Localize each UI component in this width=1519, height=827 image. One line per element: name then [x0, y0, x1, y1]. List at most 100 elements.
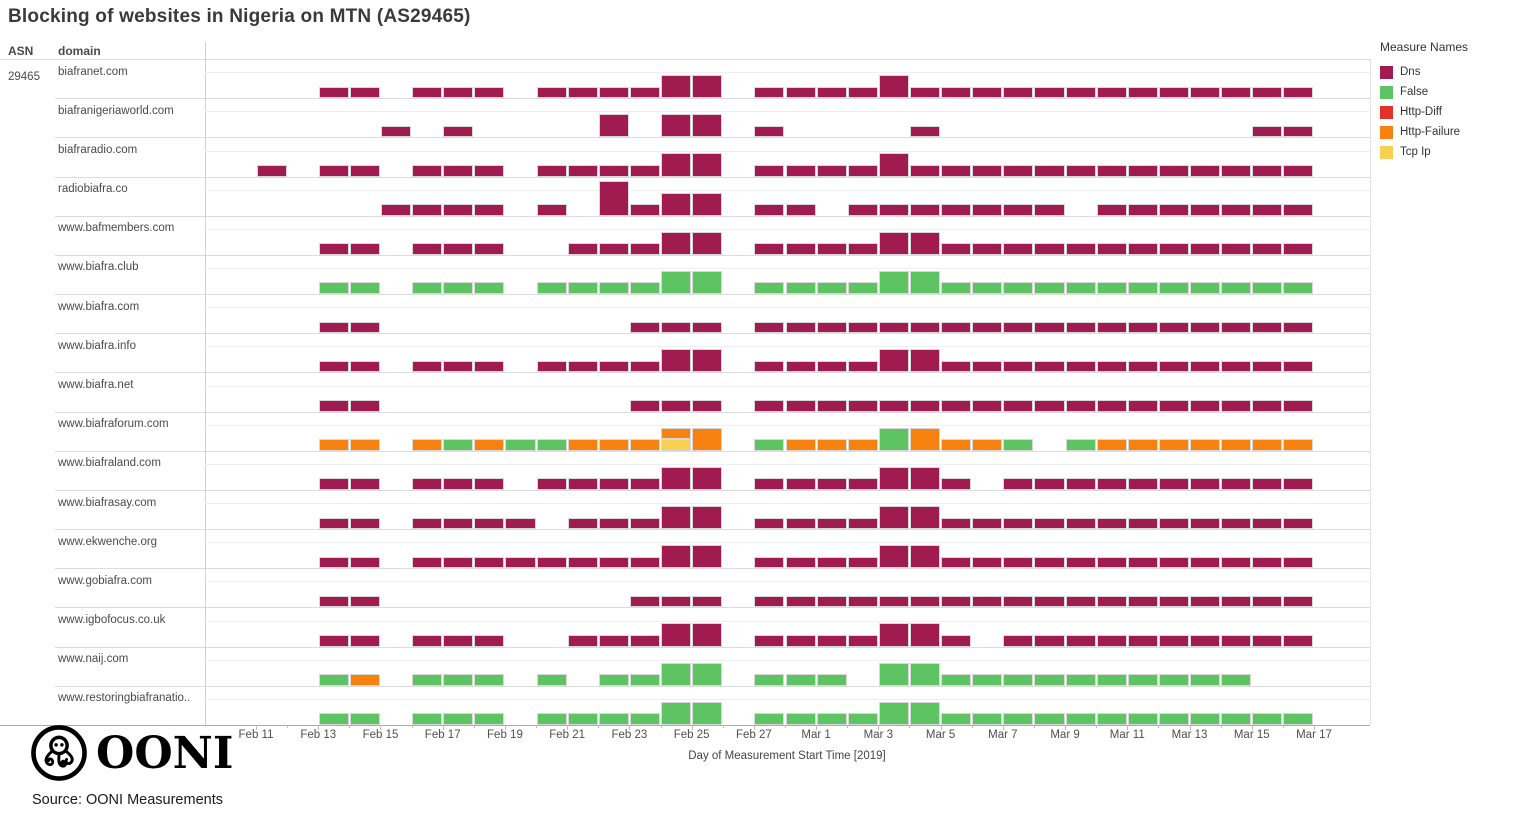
measurement-block[interactable]	[909, 270, 941, 295]
measurement-block[interactable]	[1283, 86, 1314, 99]
measurement-block[interactable]	[318, 635, 349, 647]
measurement-block[interactable]	[847, 204, 878, 216]
measurement-block[interactable]	[847, 321, 878, 334]
measurement-block[interactable]	[598, 517, 629, 530]
measurement-block[interactable]	[318, 86, 349, 99]
measurement-block[interactable]	[1003, 204, 1034, 216]
measurement-block[interactable]	[909, 204, 941, 216]
measurement-block[interactable]	[692, 270, 723, 295]
measurement-block[interactable]	[941, 86, 972, 99]
measurement-block[interactable]	[318, 243, 349, 255]
measurement-block[interactable]	[598, 478, 629, 490]
measurement-block[interactable]	[474, 439, 505, 451]
measurement-block[interactable]	[1065, 595, 1096, 608]
measurement-block[interactable]	[318, 713, 349, 725]
measurement-block[interactable]	[1221, 204, 1252, 216]
measurement-block[interactable]	[1252, 282, 1283, 295]
measurement-block[interactable]	[1034, 556, 1065, 569]
measurement-block[interactable]	[1190, 517, 1221, 530]
measurement-block[interactable]	[816, 556, 847, 569]
measurement-block[interactable]	[1003, 243, 1034, 255]
measurement-block[interactable]	[692, 349, 723, 373]
measurement-block[interactable]	[878, 270, 909, 295]
measurement-block[interactable]	[1096, 439, 1127, 451]
measurement-block[interactable]	[1034, 595, 1065, 608]
measurement-block[interactable]	[909, 164, 941, 177]
measurement-block[interactable]	[941, 243, 972, 255]
measurement-block[interactable]	[598, 180, 629, 216]
measurement-block[interactable]	[598, 164, 629, 177]
measurement-block[interactable]	[754, 243, 785, 255]
measurement-block[interactable]	[909, 427, 941, 451]
measurement-block[interactable]	[909, 466, 941, 490]
measurement-block[interactable]	[692, 231, 723, 255]
measurement-block[interactable]	[1003, 517, 1034, 530]
measurement-block[interactable]	[1003, 164, 1034, 177]
measurement-block[interactable]	[847, 635, 878, 647]
measurement-block[interactable]	[1065, 243, 1096, 255]
measurement-block[interactable]	[1283, 360, 1314, 373]
measurement-block[interactable]	[1034, 243, 1065, 255]
measurement-block[interactable]	[1096, 517, 1127, 530]
measurement-block[interactable]	[1096, 282, 1127, 295]
measurement-block[interactable]	[443, 125, 474, 138]
measurement-block[interactable]	[629, 321, 661, 334]
measurement-block[interactable]	[412, 713, 443, 725]
measurement-block[interactable]	[598, 439, 629, 451]
measurement-block[interactable]	[1190, 674, 1221, 686]
measurement-block[interactable]	[1034, 713, 1065, 725]
measurement-block[interactable]	[1158, 399, 1190, 412]
measurement-block[interactable]	[1003, 360, 1034, 373]
measurement-block[interactable]	[1158, 517, 1190, 530]
measurement-block[interactable]	[785, 556, 816, 569]
measurement-block[interactable]	[1096, 713, 1127, 725]
measurement-block[interactable]	[909, 701, 941, 725]
measurement-block[interactable]	[661, 399, 692, 412]
measurement-block[interactable]	[318, 517, 349, 530]
measurement-block[interactable]	[661, 321, 692, 334]
measurement-block[interactable]	[536, 282, 567, 295]
measurement-block[interactable]	[847, 164, 878, 177]
measurement-block[interactable]	[847, 478, 878, 490]
measurement-block[interactable]	[1221, 360, 1252, 373]
measurement-block[interactable]	[1127, 713, 1158, 725]
measurement-block[interactable]	[816, 86, 847, 99]
measurement-block[interactable]	[1221, 556, 1252, 569]
measurement-block[interactable]	[785, 204, 816, 216]
measurement-block[interactable]	[941, 478, 972, 490]
measurement-block[interactable]	[1034, 321, 1065, 334]
measurement-block[interactable]	[941, 282, 972, 295]
measurement-block[interactable]	[1221, 399, 1252, 412]
measurement-block[interactable]	[1127, 86, 1158, 99]
measurement-block[interactable]	[1283, 204, 1314, 216]
measurement-block[interactable]	[318, 595, 349, 608]
measurement-block[interactable]	[1252, 517, 1283, 530]
measurement-block[interactable]	[816, 360, 847, 373]
measurement-block[interactable]	[816, 243, 847, 255]
measurement-block[interactable]	[1034, 478, 1065, 490]
measurement-block[interactable]	[318, 439, 349, 451]
measurement-block[interactable]	[443, 204, 474, 216]
measurement-block[interactable]	[349, 674, 380, 686]
measurement-block[interactable]	[349, 517, 380, 530]
measurement-block[interactable]	[878, 505, 909, 530]
measurement-block[interactable]	[878, 321, 909, 334]
measurement-block[interactable]	[349, 556, 380, 569]
measurement-block[interactable]	[380, 125, 412, 138]
measurement-block[interactable]	[1283, 635, 1314, 647]
measurement-block[interactable]	[1221, 243, 1252, 255]
measurement-block[interactable]	[1065, 478, 1096, 490]
measurement-block[interactable]	[1065, 164, 1096, 177]
measurement-block[interactable]	[318, 478, 349, 490]
measurement-block[interactable]	[1034, 399, 1065, 412]
measurement-block[interactable]	[318, 321, 349, 334]
measurement-block[interactable]	[661, 505, 692, 530]
measurement-block[interactable]	[567, 556, 598, 569]
measurement-block[interactable]	[1190, 164, 1221, 177]
measurement-block[interactable]	[1252, 321, 1283, 334]
measurement-block[interactable]	[1158, 164, 1190, 177]
measurement-block[interactable]	[1190, 439, 1221, 451]
measurement-block[interactable]	[692, 399, 723, 412]
measurement-block[interactable]	[629, 439, 661, 451]
measurement-block[interactable]	[1034, 360, 1065, 373]
